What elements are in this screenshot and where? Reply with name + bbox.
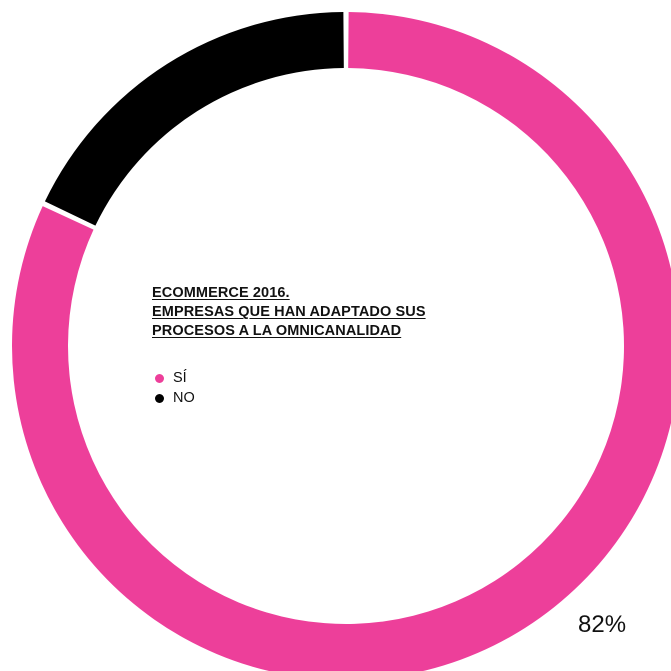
data-label-si: 82% <box>578 611 627 638</box>
legend-dot-si <box>155 373 164 383</box>
chart-title-line-1: ECOMMERCE 2016. <box>152 285 290 301</box>
chart-title-line-2: EMPRESAS QUE HAN ADAPTADO SUS <box>152 304 426 320</box>
legend-label-si: SÍ <box>173 370 187 386</box>
chart-legend: SÍ NO <box>155 368 195 408</box>
donut-slice-no <box>44 12 344 226</box>
legend-label-no: NO <box>173 390 195 406</box>
legend-item-no: NO <box>155 388 195 408</box>
legend-item-si: SÍ <box>155 368 195 388</box>
chart-title: ECOMMERCE 2016. EMPRESAS QUE HAN ADAPTAD… <box>152 284 512 341</box>
chart-title-line-3: PROCESOS A LA OMNICANALIDAD <box>152 323 402 339</box>
legend-dot-no <box>155 393 164 403</box>
